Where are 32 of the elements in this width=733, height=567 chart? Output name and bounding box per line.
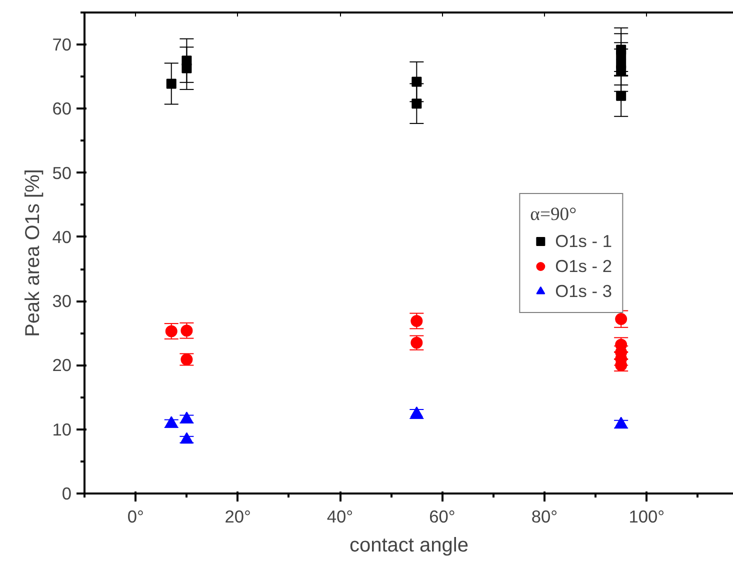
point <box>616 90 626 101</box>
x-tick-label: 100° <box>628 506 665 526</box>
point <box>182 63 192 74</box>
y-tick-label: 0 <box>62 484 72 504</box>
point <box>615 313 628 326</box>
legend-label: O1s - 3 <box>555 280 612 302</box>
y-tick-label: 20 <box>52 355 72 376</box>
legend-label: O1s - 2 <box>555 256 612 276</box>
point <box>614 416 628 428</box>
point <box>616 65 626 76</box>
x-tick-label: 60° <box>429 506 456 526</box>
x-tick-label: 80° <box>531 506 558 526</box>
x-axis-title: contact angle <box>350 534 468 556</box>
legend-label: O1s - 1 <box>555 230 612 252</box>
point <box>166 78 176 89</box>
x-tick-label: 0° <box>127 506 144 526</box>
point <box>180 432 194 444</box>
point <box>412 76 422 87</box>
y-tick-label: 10 <box>52 419 72 440</box>
y-tick-label: 70 <box>52 34 72 55</box>
point <box>616 50 626 60</box>
point <box>164 416 178 428</box>
x-tick-label: 40° <box>326 506 354 526</box>
y-tick-label: 40 <box>52 226 72 247</box>
legend-title: α=90° <box>530 204 578 226</box>
x-tick-label: 20° <box>224 506 251 526</box>
y-tick-label: 50 <box>52 162 72 183</box>
y-axis-title: Peak area O1s [%] <box>22 169 44 337</box>
y-tick-label: 60 <box>52 98 72 119</box>
y-tick-label: 30 <box>52 291 72 312</box>
point <box>180 412 194 424</box>
point <box>412 98 422 109</box>
